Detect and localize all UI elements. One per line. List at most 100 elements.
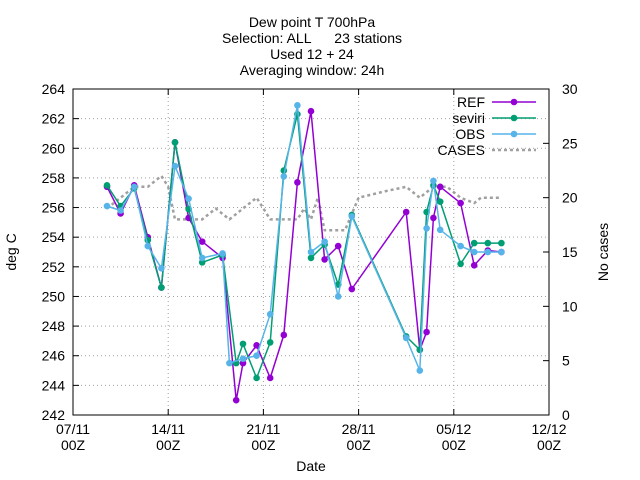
- data-point: [436, 183, 444, 191]
- data-point: [348, 285, 356, 293]
- x-tick-label-time: 00Z: [251, 437, 276, 453]
- y2-tick-label: 25: [562, 135, 578, 151]
- data-point: [253, 342, 260, 349]
- legend-item-cases: CASES: [438, 142, 536, 158]
- data-point: [253, 374, 260, 382]
- data-point: [334, 242, 342, 250]
- y-tick-label: 248: [42, 318, 66, 334]
- data-point: [470, 248, 478, 256]
- y-tick-label: 246: [42, 348, 66, 364]
- data-point: [103, 202, 111, 210]
- legend-label: OBS: [455, 126, 485, 142]
- data-point: [198, 254, 206, 262]
- data-point: [266, 374, 274, 382]
- data-point: [402, 208, 410, 216]
- x-tick-label-date: 05/12: [436, 421, 471, 437]
- grid: [73, 89, 549, 415]
- x-tick-label-date: 12/12: [531, 421, 566, 437]
- y2-tick-label: 0: [562, 407, 570, 423]
- data-point: [402, 334, 410, 342]
- x-tick-label-time: 00Z: [537, 437, 562, 453]
- data-point: [348, 213, 356, 220]
- data-point: [158, 284, 165, 291]
- legend-marker: [510, 114, 518, 122]
- y2-tick-label: 20: [562, 190, 578, 206]
- legend-item-seviri: seviri: [452, 110, 536, 126]
- x-tick-label-date: 14/11: [151, 421, 185, 437]
- y2-tick-label: 15: [562, 244, 578, 260]
- x-tick-label-date: 21/11: [246, 421, 280, 437]
- data-point: [266, 339, 274, 346]
- data-point: [423, 224, 430, 232]
- data-point: [484, 239, 492, 247]
- data-point: [334, 293, 342, 300]
- data-point: [280, 331, 288, 339]
- data-point: [457, 242, 464, 250]
- data-point: [436, 226, 444, 234]
- y2-tick-label: 30: [562, 81, 578, 97]
- title-line-4: Averaging window: 24h: [240, 62, 385, 78]
- data-point: [484, 248, 492, 256]
- y-tick-label: 244: [42, 377, 66, 393]
- data-point: [144, 242, 152, 250]
- legend-item-obs: OBS: [455, 126, 536, 142]
- data-point: [423, 328, 430, 336]
- y-axis-label: deg C: [3, 233, 19, 270]
- legend-item-ref: REF: [457, 94, 536, 110]
- x-axis-label: Date: [296, 458, 326, 474]
- data-point: [158, 265, 165, 272]
- data-point: [436, 198, 444, 205]
- x-tick-label-time: 00Z: [347, 437, 372, 453]
- y-tick-label: 262: [42, 111, 66, 127]
- data-point: [498, 248, 505, 256]
- chart-title: Dew point T 700hPa Selection: ALL 23 sta…: [222, 14, 402, 78]
- data-point: [321, 256, 328, 263]
- data-point: [457, 199, 464, 207]
- legend-label: CASES: [438, 142, 485, 158]
- x-tick-label-time: 00Z: [156, 437, 181, 453]
- data-point: [430, 214, 437, 222]
- y-tick-label: 256: [42, 200, 66, 216]
- data-point: [226, 359, 233, 367]
- data-point: [280, 173, 288, 180]
- data-point: [239, 355, 247, 362]
- y-tick-label: 242: [42, 407, 66, 423]
- x-tick-label-date: 07/11: [56, 421, 90, 437]
- data-point: [416, 367, 424, 374]
- data-point: [171, 162, 179, 170]
- y2-axis: 0 5 10 15 20 25 30: [543, 81, 578, 423]
- data-point: [294, 102, 301, 109]
- y-tick-label: 258: [42, 170, 66, 186]
- title-line-3: Used 12 + 24: [270, 46, 354, 62]
- series-obs: [103, 102, 505, 374]
- data-point: [307, 107, 315, 115]
- series-line-obs: [106, 104, 502, 372]
- data-point: [253, 352, 260, 360]
- data-point: [470, 262, 478, 269]
- data-point: [198, 238, 206, 245]
- data-point: [307, 254, 315, 262]
- data-point: [294, 179, 301, 186]
- data-point: [219, 250, 226, 257]
- y-tick-label: 264: [42, 81, 66, 97]
- data-point: [239, 340, 247, 348]
- y2-tick-label: 5: [562, 353, 570, 369]
- data-point: [117, 207, 124, 214]
- data-point: [321, 238, 328, 245]
- legend-marker: [510, 130, 518, 138]
- y2-axis-label: No cases: [595, 223, 611, 281]
- y-tick-label: 252: [42, 259, 66, 275]
- data-point: [430, 177, 437, 185]
- title-line-2: Selection: ALL 23 stations: [222, 30, 402, 46]
- data-point: [130, 183, 138, 191]
- y-tick-label: 260: [42, 140, 66, 156]
- data-point: [470, 239, 478, 247]
- data-point: [171, 139, 179, 146]
- x-axis: 07/1100Z14/1100Z21/1100Z28/1100Z05/1200Z…: [56, 89, 567, 453]
- data-point: [185, 195, 192, 202]
- data-point: [103, 182, 111, 189]
- title-line-1: Dew point T 700hPa: [249, 14, 376, 30]
- y-axis: 242 244 246 248 250 252 254 256 258 260 262 264: [42, 81, 79, 423]
